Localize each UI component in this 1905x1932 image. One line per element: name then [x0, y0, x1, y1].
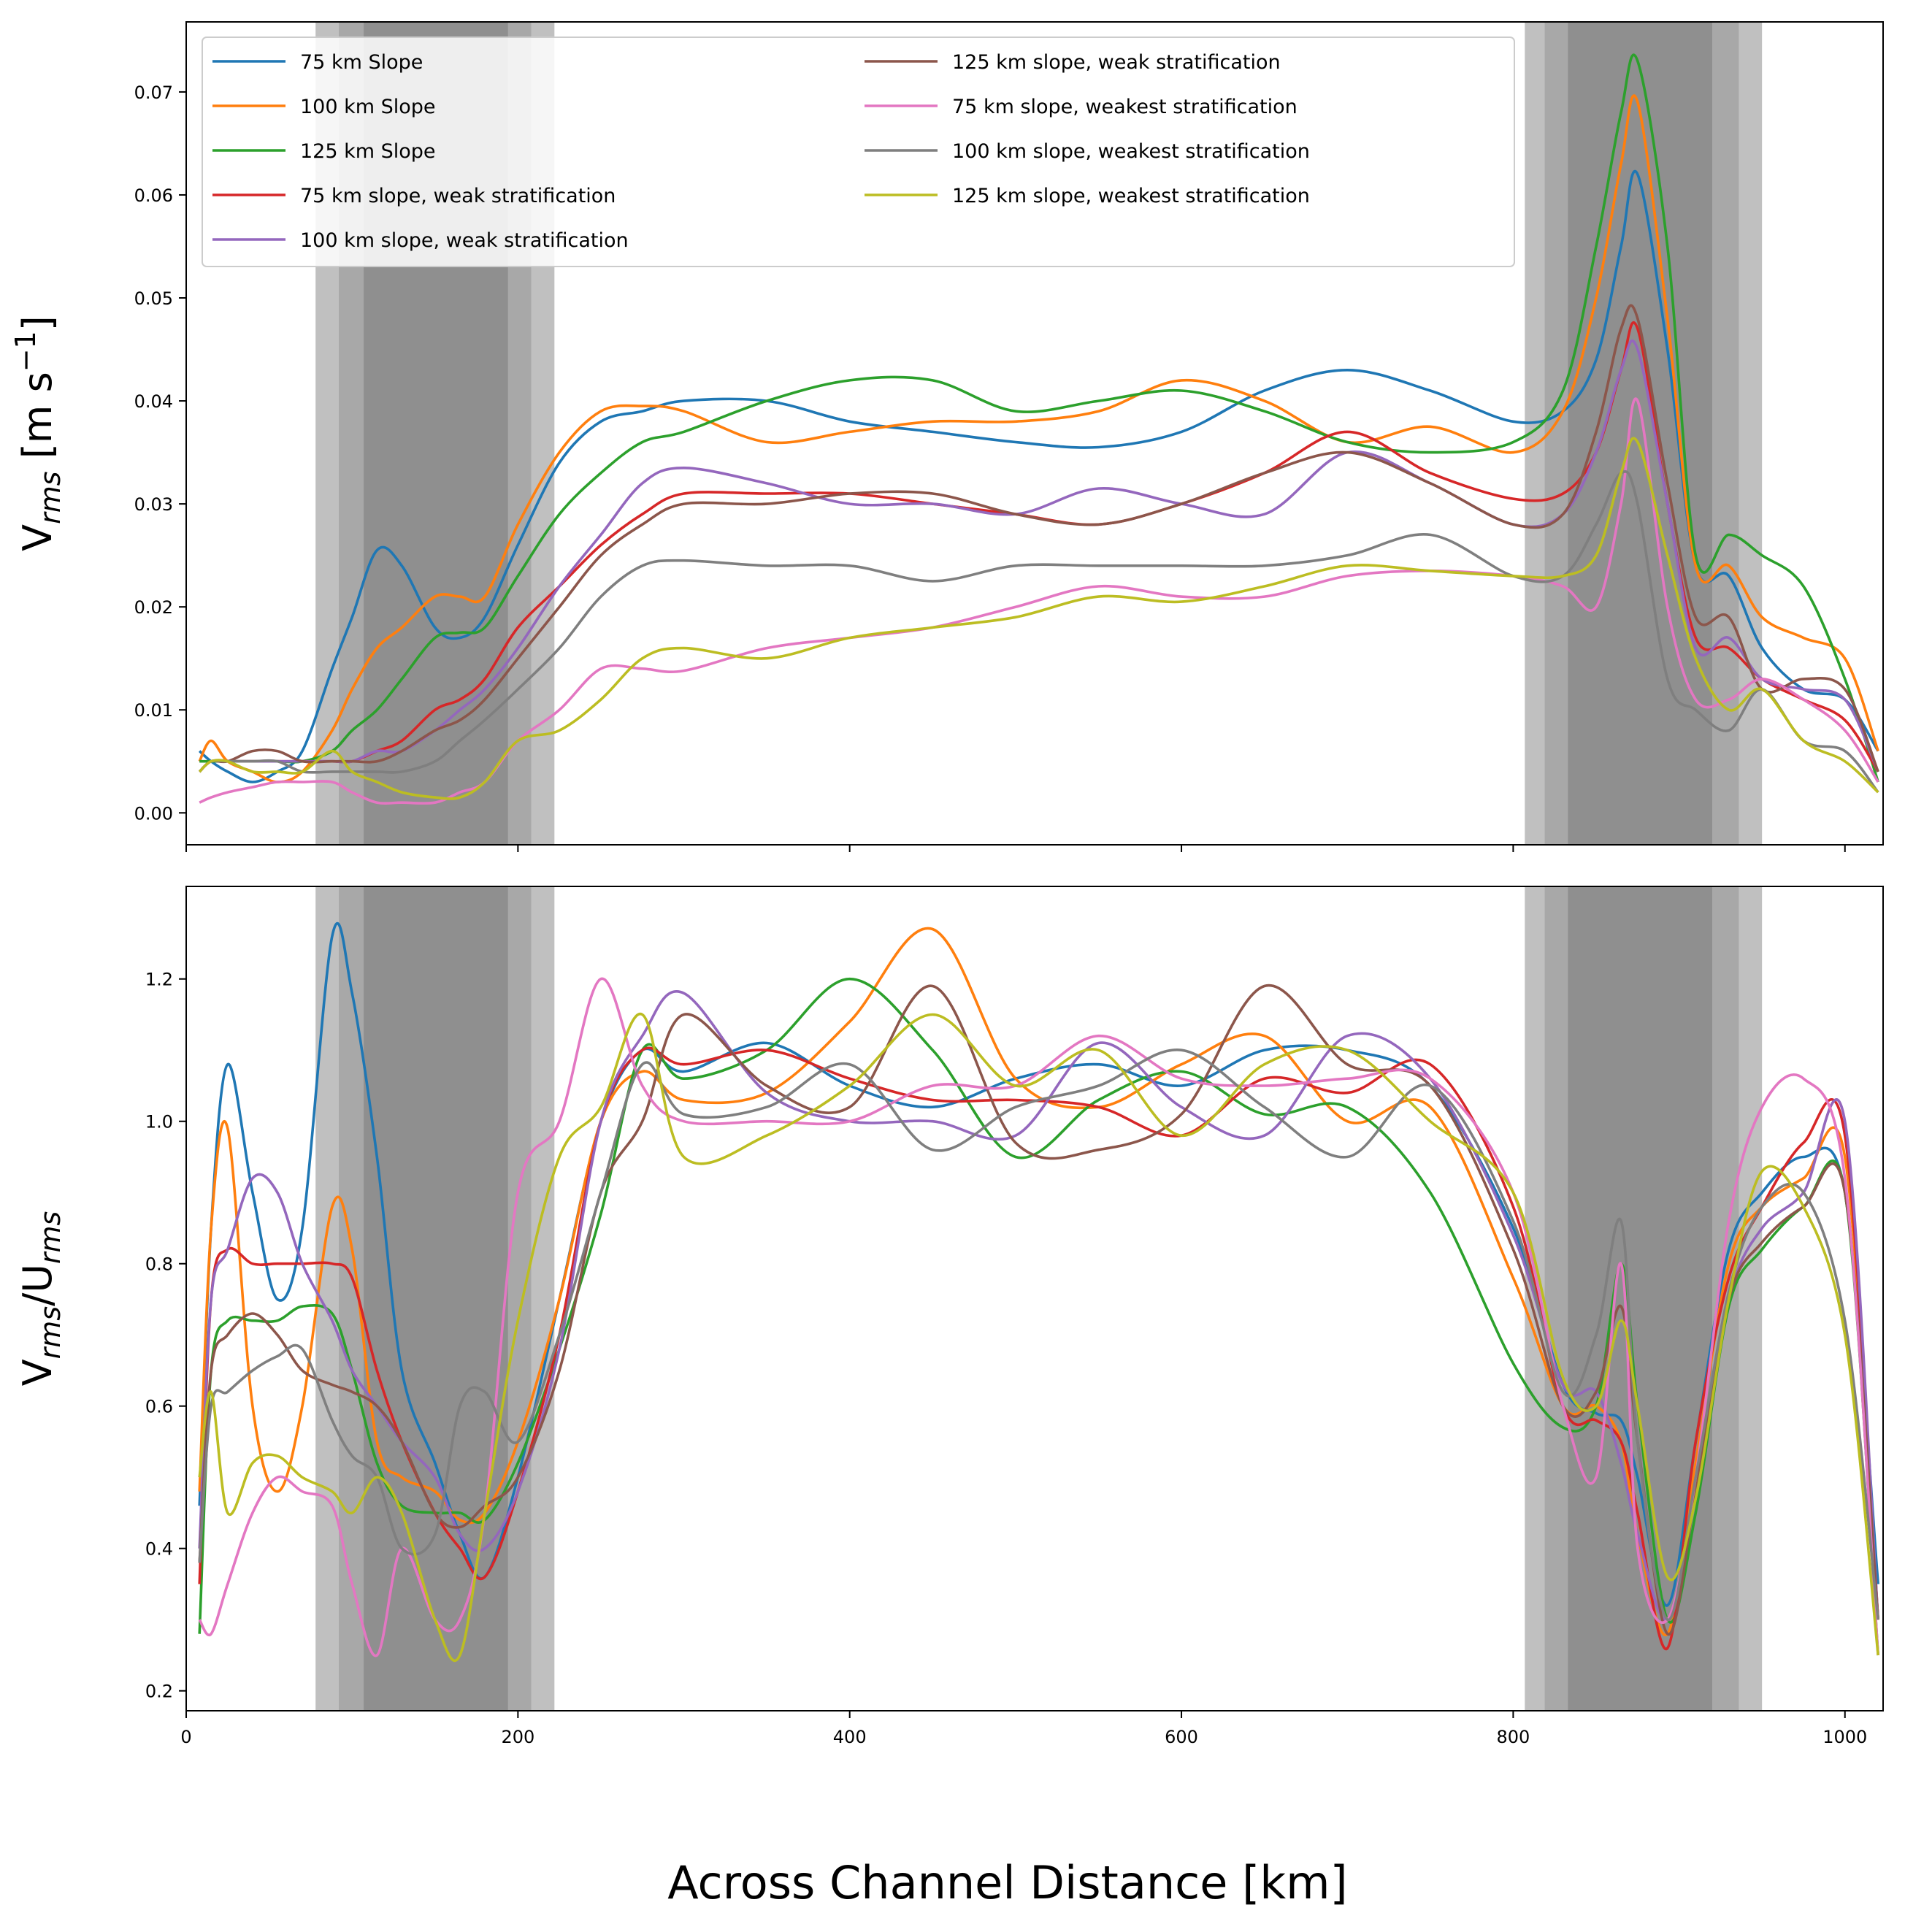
y-axis-label-part: /U: [15, 1264, 61, 1306]
series-line-100-km-slope-weak-stratification: [198, 339, 1879, 773]
legend: 75 km Slope 100 km Slope 125 km Slope 75 km…: [202, 37, 1515, 267]
legend-item: 75 km slope, weak stratification: [212, 185, 616, 207]
shaded-region-dark: [1568, 22, 1713, 845]
legend-box: [202, 37, 1515, 267]
legend-item: 100 km slope, weakest stratification: [865, 140, 1310, 163]
series-line-125-km-slope: [199, 53, 1879, 783]
x-tick-label: 200: [501, 1727, 534, 1747]
shaded-region-dark: [364, 886, 508, 1711]
y-axis-label: Vrms/Urms: [15, 1211, 66, 1387]
y-axis-label-part: ]: [15, 315, 61, 331]
x-tick-label: 400: [833, 1727, 867, 1747]
top-panel-vrms: 0.00 0.01 0.02 0.03 0.04 0.05 0.06 0.07 Vrms [m …: [9, 21, 1884, 852]
series-line-125-km-slope-weakest-stratification: [198, 1013, 1879, 1663]
y-axis-label-part: V: [15, 1359, 61, 1386]
legend-label: 125 km slope, weak stratification: [952, 51, 1281, 74]
y-axis-label-part: V: [15, 524, 61, 551]
y-tick-label: 0.00: [134, 803, 173, 824]
legend-item: 125 km Slope: [212, 140, 436, 163]
y-tick-label: 0.02: [134, 597, 173, 618]
legend-label: 125 km slope, weakest stratification: [952, 185, 1310, 207]
legend-item: 75 km slope, weakest stratification: [865, 96, 1298, 118]
x-tick-label: 600: [1165, 1727, 1198, 1747]
legend-label: 125 km Slope: [300, 140, 436, 163]
x-axis-label: Across Channel Distance [km]: [667, 1856, 1348, 1909]
y-tick-label: 0.6: [145, 1397, 173, 1417]
legend-item: 125 km slope, weakest stratification: [865, 185, 1310, 207]
x-tick-label: 0: [180, 1727, 191, 1747]
series-line-75-km-slope: [198, 921, 1879, 1607]
series-line-100-km-slope-weakest-stratification: [198, 470, 1879, 794]
series-line-75-km-slope: [198, 169, 1879, 783]
series-lines: [198, 921, 1879, 1663]
y-axis-label-part: [m s: [15, 372, 61, 471]
y-axis-label: Vrms [m s−1]: [9, 315, 66, 551]
legend-label: 75 km Slope: [300, 51, 423, 74]
y-tick-label: 0.05: [134, 288, 173, 309]
axes-frame: [185, 21, 1884, 846]
legend-label: 75 km slope, weakest stratification: [952, 96, 1298, 118]
legend-label: 75 km slope, weak stratification: [300, 185, 616, 207]
x-tick-label: 800: [1496, 1727, 1530, 1747]
series-lines: [198, 53, 1879, 805]
series-line-125-km-slope-weak-stratification: [198, 304, 1879, 773]
y-tick-label: 0.03: [134, 494, 173, 515]
legend-item: 100 km slope, weak stratification: [212, 229, 629, 252]
axes-frame: [185, 886, 1884, 1711]
y-tick-label: 1.0: [145, 1112, 173, 1132]
y-tick-label: 0.01: [134, 700, 173, 721]
shaded-region-dark: [1568, 886, 1713, 1711]
y-tick-label: 0.2: [145, 1682, 173, 1702]
series-line-125-km-slope-weakest-stratification: [198, 437, 1879, 800]
series-line-125-km-slope: [198, 977, 1879, 1656]
series-line-75-km-slope-weakest-stratification: [199, 397, 1879, 805]
bottom-panel-ratio: 0 200 400 600 800 1000 0.2 0.4 0.6 0.8 1.0 1.2 Vrms/…: [15, 886, 1884, 1747]
legend-label: 100 km slope, weakest stratification: [952, 140, 1310, 163]
y-axis-label-part: rms: [34, 471, 66, 524]
series-line-75-km-slope-weak-stratification: [198, 1046, 1879, 1651]
y-tick-label: 1.2: [145, 970, 173, 990]
legend-label: 100 km slope, weak stratification: [300, 229, 629, 252]
legend-label: 100 km Slope: [300, 96, 436, 118]
y-tick-label: 0.4: [145, 1539, 173, 1560]
y-axis-label-part: −1: [9, 331, 42, 372]
y-axis-label-part: rms: [34, 1306, 66, 1359]
series-line-125-km-slope-weak-stratification: [198, 984, 1879, 1636]
y-tick-label: 0.07: [134, 83, 173, 103]
y-tick-label: 0.8: [145, 1254, 173, 1275]
series-line-100-km-slope: [198, 94, 1879, 783]
legend-item: 75 km Slope: [212, 51, 423, 74]
y-tick-label: 0.06: [134, 185, 173, 206]
series-line-100-km-slope-weakest-stratification: [198, 1049, 1879, 1622]
legend-item: 125 km slope, weak stratification: [865, 51, 1281, 74]
legend-item: 100 km Slope: [212, 96, 436, 118]
x-tick-label: 1000: [1822, 1727, 1867, 1747]
y-tick-label: 0.04: [134, 391, 173, 412]
y-axis-label-part: rms: [34, 1211, 66, 1264]
